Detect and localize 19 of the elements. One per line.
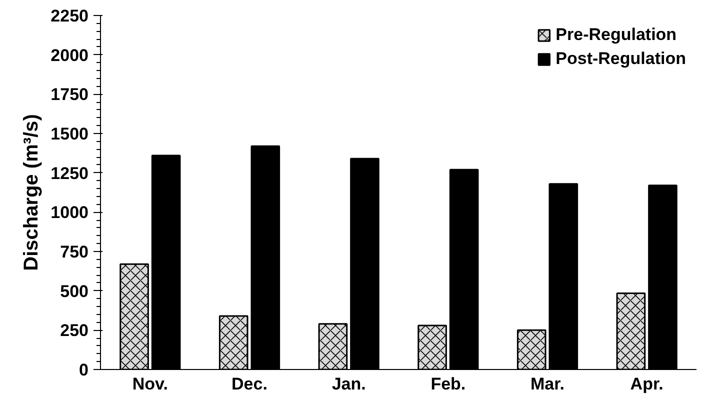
y-tick-label: 750: [60, 242, 89, 262]
y-tick-label: 0: [79, 360, 89, 380]
x-tick-label: Feb.: [430, 374, 466, 394]
y-axis-title: Discharge (m³/s): [20, 114, 43, 271]
y-tick-label: 1250: [50, 164, 89, 183]
x-tick-label: Apr.: [630, 374, 664, 394]
legend-label: Post-Regulation: [556, 49, 686, 69]
y-tick-label: 2000: [50, 46, 89, 65]
legend-label: Pre-Regulation: [556, 25, 677, 45]
x-tick-label: Mar.: [530, 374, 565, 394]
y-tick-label: 1500: [50, 124, 89, 144]
x-tick-label: Nov.: [132, 374, 168, 394]
y-tick-label: 1750: [50, 85, 89, 104]
y-tick-label: 500: [60, 282, 89, 301]
y-tick-label: 1000: [50, 203, 89, 222]
x-tick-label: Dec.: [232, 374, 268, 394]
y-tick-label: 250: [60, 321, 89, 340]
x-tick-label: Jan.: [332, 374, 366, 394]
y-tick-label: 2250: [50, 6, 89, 26]
